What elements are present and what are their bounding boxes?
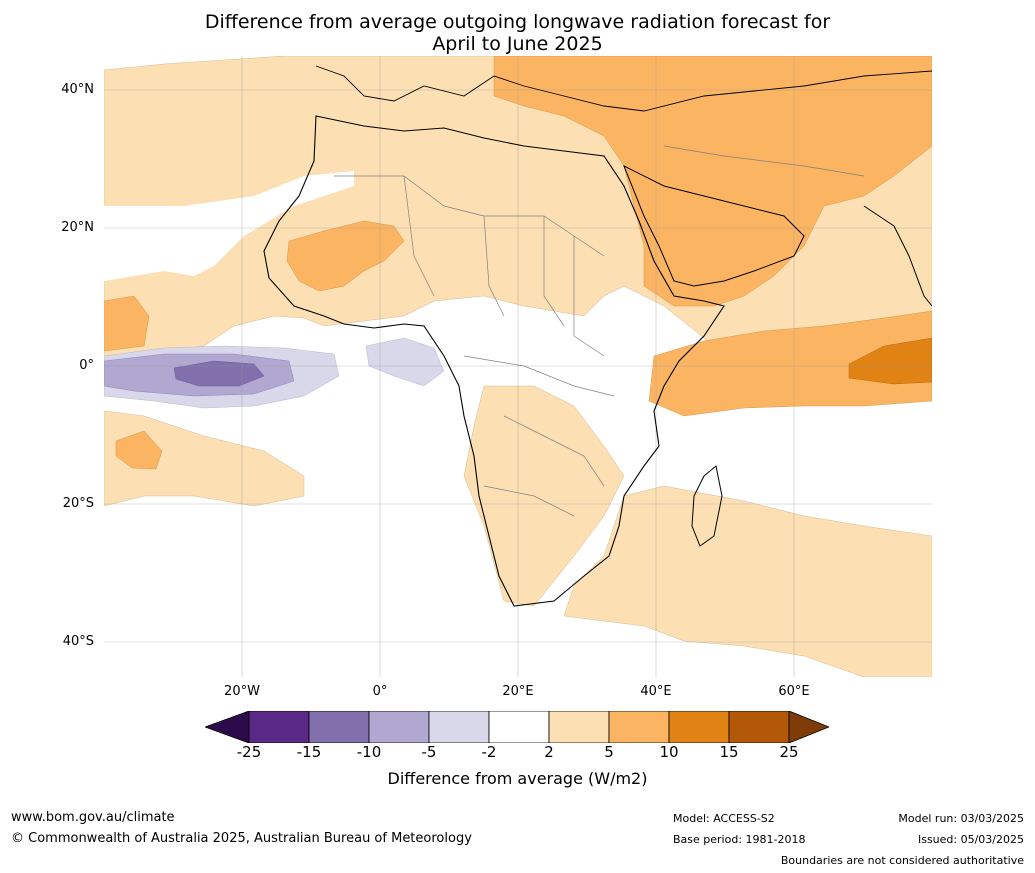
colorbar-tick-25: 25: [779, 743, 799, 761]
map-svg: [104, 56, 932, 677]
colorbar-bin-7: [608, 711, 670, 743]
colorbar-tick-minus15: -15: [296, 743, 322, 761]
colorbar-bin-4: [428, 711, 490, 743]
arabia-coastline: [623, 164, 805, 287]
lat-label-40s: 40°S: [62, 634, 94, 649]
lat-label-20n: 20°N: [61, 220, 94, 235]
europe-coastline: [315, 65, 932, 112]
madagascar-coastline: [691, 465, 723, 547]
anomaly-region-arabian-sea: [848, 337, 932, 385]
anomaly-region-north-west: [104, 171, 354, 281]
lon-label-40e: 40°E: [640, 684, 672, 699]
anomaly-region-middle-east: [493, 56, 932, 307]
colorbar-bin-9: [728, 711, 790, 743]
lon-label-20e: 20°E: [502, 684, 534, 699]
colorbar-tick-minus5: -5: [421, 743, 437, 761]
anomaly-region-indian-ocean: [563, 485, 932, 677]
africa-coastline: [263, 115, 725, 607]
anomaly-region-southwest-atlantic: [115, 430, 163, 470]
graticule: [104, 56, 932, 677]
colorbar-tick-15: 15: [719, 743, 739, 761]
lon-label-0: 0°: [372, 684, 388, 699]
colorbar-bin-8: [668, 711, 730, 743]
colorbar-tick-2: 2: [544, 743, 554, 761]
anomaly-region-equatorial-indian: [648, 310, 932, 417]
colorbar-extend-high: [788, 711, 829, 743]
anomaly-region-west-atlantic: [104, 295, 150, 352]
map-title-line2: April to June 2025: [432, 33, 603, 55]
footer-model: Model: ACCESS-S2: [673, 812, 775, 825]
india-coastline: [863, 205, 932, 307]
footer-copyright: © Commonwealth of Australia 2025, Austra…: [11, 831, 472, 846]
colorbar-bin-6: [548, 711, 610, 743]
colorbar-extend-low: [205, 711, 250, 743]
anomaly-region-atlantic-strong: [173, 360, 265, 387]
lon-label-60e: 60°E: [778, 684, 810, 699]
colorbar-bin-1: [248, 711, 310, 743]
footer-model-run: Model run: 03/03/2025: [898, 812, 1024, 825]
colorbar-bin-2: [308, 711, 370, 743]
anomaly-region-atlantic-south: [104, 410, 305, 507]
colorbar-tick-5: 5: [604, 743, 614, 761]
colorbar-tick-10: 10: [659, 743, 679, 761]
country-borders: [334, 145, 865, 517]
lon-label-20w: 20°W: [224, 684, 260, 699]
lat-label-20s: 20°S: [62, 496, 94, 511]
colorbar: [205, 711, 829, 743]
forecast-map: [104, 56, 932, 677]
colorbar-bin-5: [488, 711, 550, 743]
anomaly-region-south-africa: [463, 385, 625, 607]
footer-base-period: Base period: 1981-2018: [673, 833, 806, 846]
lat-label-40n: 40°N: [61, 82, 94, 97]
colorbar-tick-minus10: -10: [356, 743, 382, 761]
anomaly-region-atlantic-negative2: [365, 337, 445, 387]
colorbar-title: Difference from average (W/m2): [387, 769, 648, 788]
colorbar-tick-minus25: -25: [236, 743, 262, 761]
anomaly-region-sahel: [286, 220, 405, 292]
footer-website[interactable]: www.bom.gov.au/climate: [11, 810, 175, 825]
colorbar-bin-3: [368, 711, 430, 743]
footer-issued: Issued: 05/03/2025: [917, 833, 1024, 846]
footer-disclaimer: Boundaries are not considered authoritat…: [780, 854, 1024, 867]
colorbar-tick-minus2: -2: [481, 743, 497, 761]
lat-label-0: 0°: [79, 358, 94, 373]
map-title-line1: Difference from average outgoing longwav…: [204, 11, 831, 33]
